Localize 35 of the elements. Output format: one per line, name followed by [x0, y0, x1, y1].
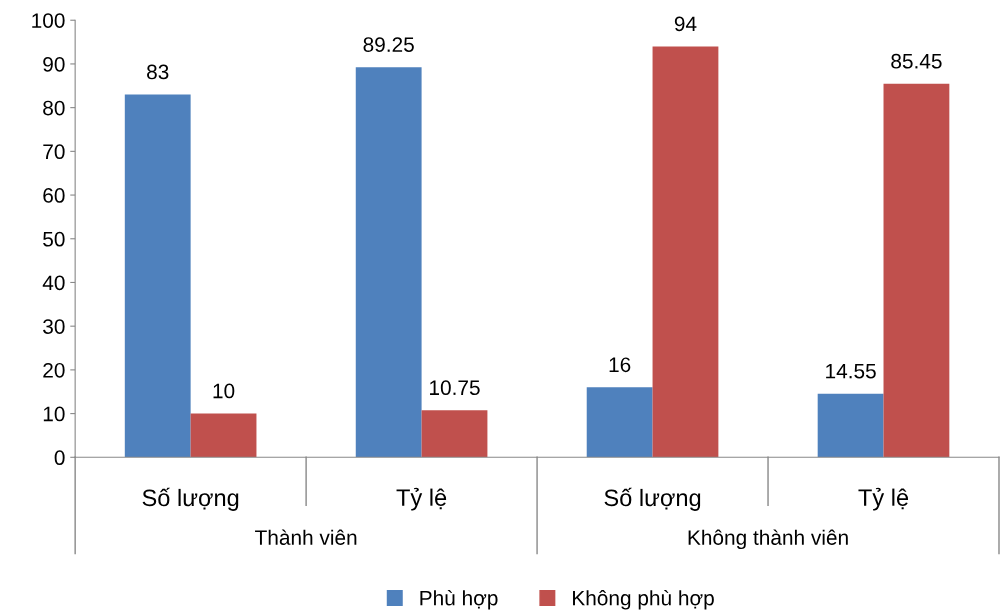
bar [190, 413, 257, 458]
y-tick-label: 0 [54, 450, 65, 466]
bar [124, 94, 191, 458]
text: Thành viên [255, 529, 357, 545]
data-label: 16 [609, 357, 631, 373]
data-label: 85.45 [891, 53, 942, 69]
y-tick-label: 90 [43, 56, 65, 72]
y-tick-label: 40 [42, 275, 65, 291]
y-tick-label: 20 [43, 362, 65, 378]
legend-label: Phù hợp [420, 589, 498, 610]
bar [652, 46, 719, 458]
y-tick-label: 70 [43, 144, 65, 160]
legend-label: Không phù hợp [573, 589, 714, 610]
y-tick-label: 60 [43, 188, 65, 203]
x-tick-label: Tỷ lệ [858, 487, 909, 511]
y-tick-label: 30 [43, 319, 65, 334]
data-label: 89.25 [363, 37, 414, 52]
y-tick-label: 100 [32, 13, 65, 28]
data-label: 10 [213, 383, 235, 399]
y-tick-label: 80 [43, 100, 65, 116]
data-label: 83 [147, 64, 169, 80]
x-tick-label: Số lượng [142, 487, 239, 511]
data-label: 94 [674, 16, 697, 32]
bar [355, 67, 422, 458]
bar [586, 387, 653, 458]
y-tick-label: 10 [43, 406, 65, 422]
text: Không thành viên [688, 529, 848, 550]
y-tick-label: 50 [43, 231, 65, 247]
bar [421, 410, 488, 458]
bar [883, 83, 950, 458]
data-label: 14.55 [826, 363, 876, 379]
data-label: 10.75 [430, 380, 480, 396]
x-tick-label: Số lượng [604, 487, 701, 511]
bar [817, 393, 884, 458]
x-tick-label: Tỷ lệ [396, 487, 447, 511]
